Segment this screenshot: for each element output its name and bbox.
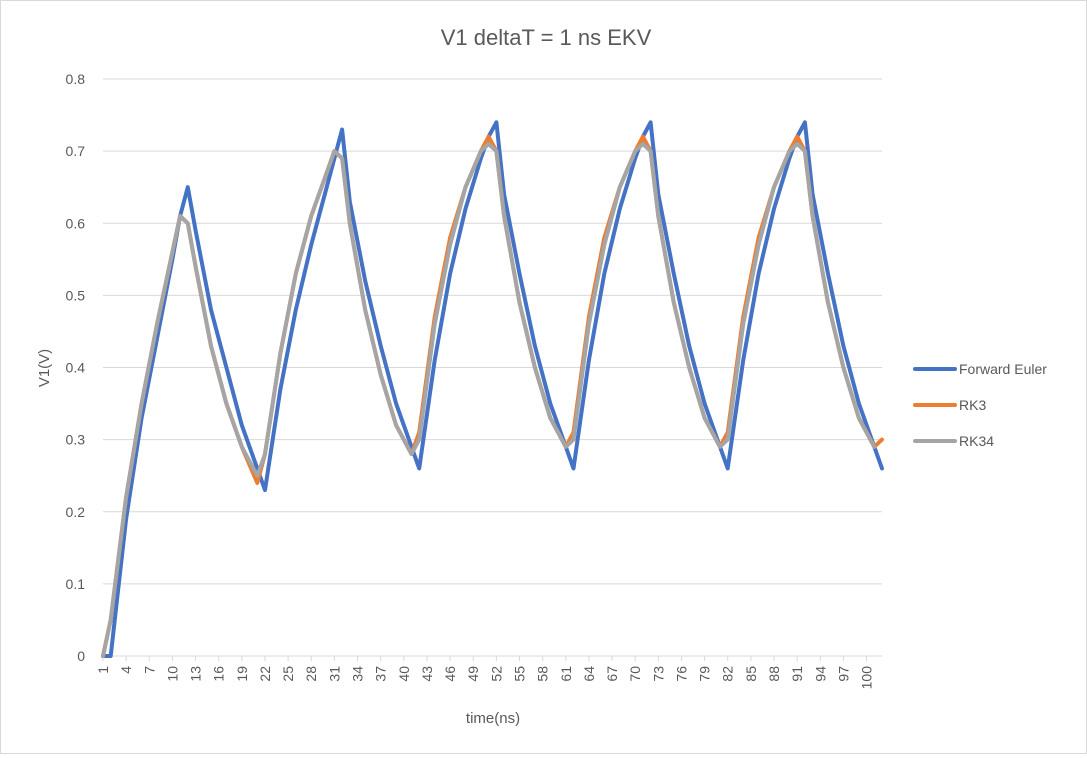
x-tick-label: 64 <box>581 666 597 682</box>
series-line-forward-euler <box>101 120 884 658</box>
series-line-rk34 <box>101 141 877 658</box>
x-tick-label: 28 <box>303 666 319 682</box>
y-tick-label: 0.2 <box>66 504 86 520</box>
x-tick-label: 19 <box>234 666 250 682</box>
y-tick-label: 0.6 <box>66 215 86 231</box>
y-axis-ticks: 0 0.1 0.2 0.3 0.4 0.5 0.6 0.7 0.8 <box>66 71 86 664</box>
x-tick-label: 34 <box>350 666 366 682</box>
y-tick-label: 0.8 <box>66 71 86 87</box>
x-tick-label: 16 <box>211 666 227 682</box>
chart-title: V1 deltaT = 1 ns EKV <box>441 25 652 50</box>
x-tick-label: 70 <box>627 666 643 682</box>
y-tick-label: 0.5 <box>66 287 86 303</box>
x-tick-label: 52 <box>488 666 504 682</box>
x-tick-label: 94 <box>812 666 828 682</box>
x-tick-label: 46 <box>442 666 458 682</box>
y-tick-label: 0.4 <box>66 360 86 376</box>
x-tick-label: 67 <box>604 666 620 682</box>
legend-label: RK3 <box>959 397 986 413</box>
x-tick-label: 37 <box>373 666 389 682</box>
y-axis-label: V1(V) <box>36 349 53 387</box>
x-axis-label: time(ns) <box>466 710 520 727</box>
legend: Forward Euler RK3 RK34 <box>913 361 1047 449</box>
x-tick-label: 100 <box>859 666 875 690</box>
series-lines <box>101 120 884 658</box>
gridlines <box>103 78 882 657</box>
x-tick-label: 88 <box>766 666 782 682</box>
x-tick-label: 10 <box>164 666 180 682</box>
legend-label: Forward Euler <box>959 361 1047 377</box>
x-tick-label: 40 <box>396 666 412 682</box>
x-tick-label: 79 <box>697 666 713 682</box>
x-tick-label: 97 <box>835 666 851 682</box>
x-tick-label: 7 <box>141 666 157 674</box>
x-tick-label: 1 <box>95 666 111 674</box>
x-tick-label: 91 <box>789 666 805 682</box>
x-tick-label: 22 <box>257 666 273 682</box>
y-tick-label: 0.1 <box>66 576 86 592</box>
x-tick-label: 58 <box>535 666 551 682</box>
x-axis-ticks: 1 4 7 10 13 16 19 22 25 28 31 34 37 40 43 46 49 52 55 58 61 6… <box>95 656 875 689</box>
legend-label: RK34 <box>959 433 994 449</box>
x-tick-label: 73 <box>650 666 666 682</box>
x-tick-label: 4 <box>118 666 134 674</box>
x-tick-label: 61 <box>558 666 574 682</box>
x-tick-label: 55 <box>511 666 527 682</box>
x-tick-label: 49 <box>465 666 481 682</box>
y-tick-label: 0 <box>77 648 85 664</box>
x-tick-label: 13 <box>188 666 204 682</box>
x-tick-label: 31 <box>326 666 342 682</box>
x-tick-label: 43 <box>419 666 435 682</box>
y-tick-label: 0.3 <box>66 432 86 448</box>
x-tick-label: 85 <box>743 666 759 682</box>
x-tick-label: 25 <box>280 666 296 682</box>
x-tick-label: 82 <box>720 666 736 682</box>
x-tick-label: 76 <box>673 666 689 682</box>
y-tick-label: 0.7 <box>66 143 86 159</box>
